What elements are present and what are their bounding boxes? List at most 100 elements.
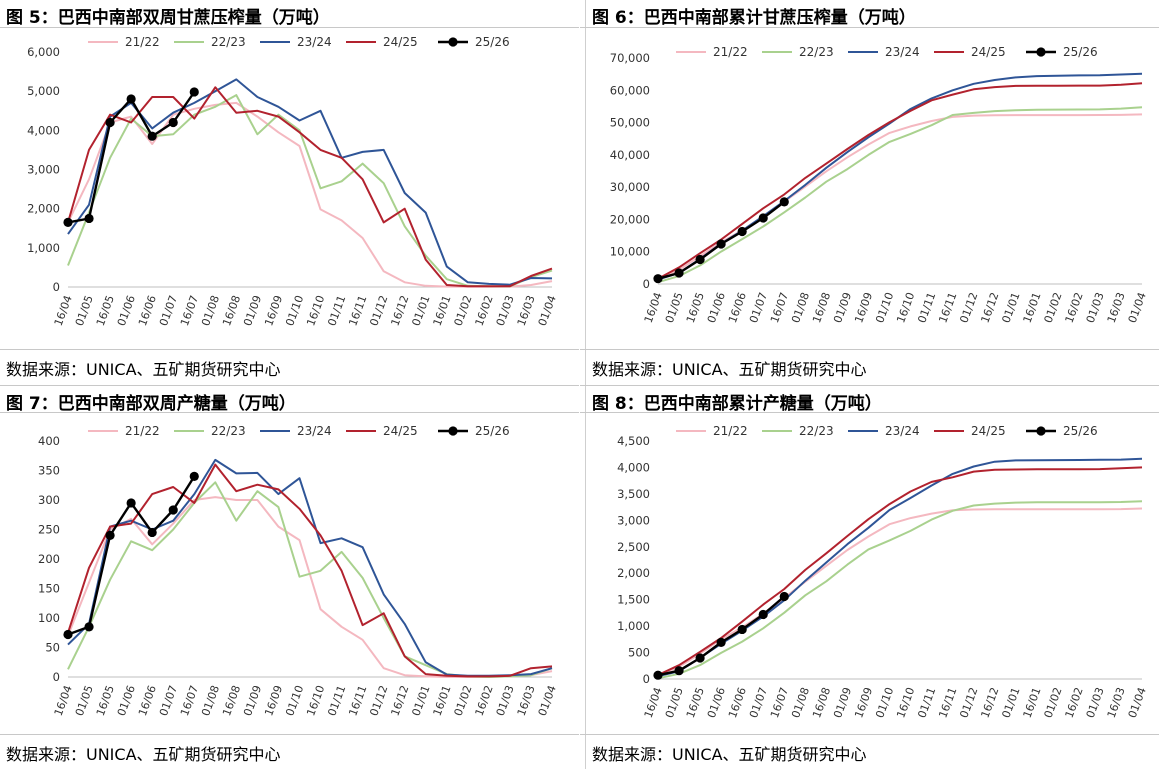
series-line-23-24 (67, 458, 553, 677)
y-tick-label: 0 (53, 280, 60, 294)
x-tick-label: 01/09 (831, 686, 854, 720)
y-tick-label: 0 (643, 277, 650, 291)
x-tick-label: 01/12 (957, 291, 980, 325)
x-tick-label: 16/11 (936, 291, 959, 325)
series-marker-25-26 (105, 117, 115, 128)
x-tick-label: 16/11 (936, 686, 959, 720)
series-line-24-25 (657, 466, 1143, 676)
x-tick-label: 16/02 (473, 294, 496, 328)
chart-svg-fig5: 01,0002,0003,0004,0005,0006,00016/0401/0… (27, 35, 559, 328)
chart-title: 图 7：巴西中南部双周产糖量（万吨） (6, 394, 296, 414)
x-tick-label: 01/08 (199, 684, 222, 718)
x-tick-label: 16/06 (136, 294, 159, 328)
x-tick-label: 01/12 (367, 684, 390, 718)
title-bar: 图 6：巴西中南部累计甘蔗压榨量（万吨） (580, 0, 1159, 28)
source-note: 数据来源：UNICA、五矿期货研究中心 (592, 360, 867, 379)
x-tick-label: 01/09 (241, 684, 264, 718)
legend-label: 24/25 (383, 424, 418, 438)
series-marker-25-26 (168, 505, 178, 515)
legend-item-25-26: 25/26 (1026, 45, 1098, 59)
x-tick-label: 16/12 (388, 294, 411, 328)
x-tick-label: 16/02 (1063, 291, 1086, 325)
y-tick-label: 400 (38, 434, 60, 448)
x-tick-label: 01/11 (325, 294, 348, 328)
legend-item-25-26: 25/26 (438, 424, 510, 438)
series-line-25-26 (657, 595, 786, 677)
legend-label: 23/24 (885, 45, 920, 59)
x-tick-label: 16/10 (894, 291, 917, 325)
x-tick-label: 01/07 (157, 294, 180, 328)
y-tick-label: 350 (38, 464, 60, 478)
vertical-divider (585, 0, 586, 769)
y-tick-label: 300 (38, 493, 60, 507)
y-tick-label: 150 (38, 582, 60, 596)
legend-marker (448, 37, 458, 47)
legend-label: 24/25 (383, 35, 418, 49)
legend-label: 21/22 (713, 424, 748, 438)
legend-label: 25/26 (475, 35, 510, 49)
y-tick-label: 50,000 (610, 116, 650, 130)
legend-item-24-25: 24/25 (346, 424, 418, 438)
legend-label: 22/23 (799, 45, 834, 59)
series-marker-25-26 (189, 471, 199, 481)
y-tick-label: 50 (45, 641, 60, 655)
chart-svg-fig7: 05010015020025030035040016/0401/0516/050… (38, 424, 559, 718)
x-tick-label: 16/09 (852, 686, 875, 720)
series-line-23-24 (67, 78, 553, 286)
x-tick-label: 16/07 (768, 686, 791, 720)
y-tick-label: 1,500 (617, 593, 650, 607)
x-tick-label: 16/08 (220, 294, 243, 328)
x-tick-label: 01/03 (494, 684, 517, 718)
x-tick-label: 16/03 (515, 294, 538, 328)
series-line-24-25 (67, 86, 553, 288)
source-divider (0, 349, 579, 350)
x-tick-label: 01/10 (283, 684, 306, 718)
x-tick-label: 16/10 (304, 294, 327, 328)
series-marker-25-26 (758, 609, 768, 620)
x-tick-label: 16/05 (684, 291, 707, 325)
legend-item-22-23: 22/23 (762, 424, 834, 438)
y-tick-label: 3,000 (617, 513, 650, 527)
series-line-21-22 (657, 507, 1143, 677)
series-line-22-23 (657, 106, 1143, 284)
y-tick-label: 500 (628, 646, 650, 660)
x-tick-label: 01/07 (157, 684, 180, 718)
x-tick-label: 01/06 (705, 291, 728, 325)
chart-area: 0 1,000 2,000 3,000 4,000 5,000 6,000 16/04 01/0… (0, 30, 579, 348)
series-marker-25-26 (189, 87, 199, 97)
y-tick-label: 2,500 (617, 540, 650, 554)
title-bar: 图 8：巴西中南部累计产糖量（万吨） (580, 385, 1159, 414)
legend-item-25-26: 25/26 (1026, 424, 1098, 438)
series-line-24-25 (67, 463, 553, 678)
legend-marker (1036, 47, 1046, 57)
series-marker-25-26 (674, 268, 684, 278)
series-line-22-23 (67, 94, 553, 288)
x-tick-label: 16/09 (262, 294, 285, 328)
x-tick-label: 01/11 (325, 684, 348, 718)
x-tick-label: 01/05 (663, 686, 686, 720)
legend-label: 21/22 (125, 424, 160, 438)
x-tick-label: 16/12 (978, 291, 1001, 325)
legend-item-21-22: 21/22 (88, 35, 160, 49)
x-tick-label: 16/08 (810, 291, 833, 325)
x-tick-label: 16/12 (388, 684, 411, 718)
x-tick-label: 16/07 (178, 684, 201, 718)
x-tick-label: 16/10 (894, 686, 917, 720)
x-tick-label: 16/05 (94, 684, 117, 718)
series-marker-25-26 (84, 213, 94, 224)
y-tick-label: 3,000 (27, 163, 60, 177)
legend-marker (448, 426, 458, 436)
legend-label: 25/26 (1063, 424, 1098, 438)
x-tick-label: 01/02 (452, 684, 475, 718)
legend-label: 21/22 (125, 35, 160, 49)
x-tick-label: 01/01 (999, 686, 1022, 720)
x-tick-label: 01/05 (73, 294, 96, 328)
x-tick-label: 01/07 (747, 686, 770, 720)
source-divider (580, 349, 1159, 350)
legend-label: 23/24 (297, 424, 332, 438)
x-tick-label: 01/09 (831, 291, 854, 325)
legend-item-23-24: 23/24 (260, 424, 332, 438)
series-marker-25-26 (126, 94, 136, 104)
chart-title: 图 6：巴西中南部累计甘蔗压榨量（万吨） (592, 8, 916, 28)
y-tick-label: 100 (38, 611, 60, 625)
